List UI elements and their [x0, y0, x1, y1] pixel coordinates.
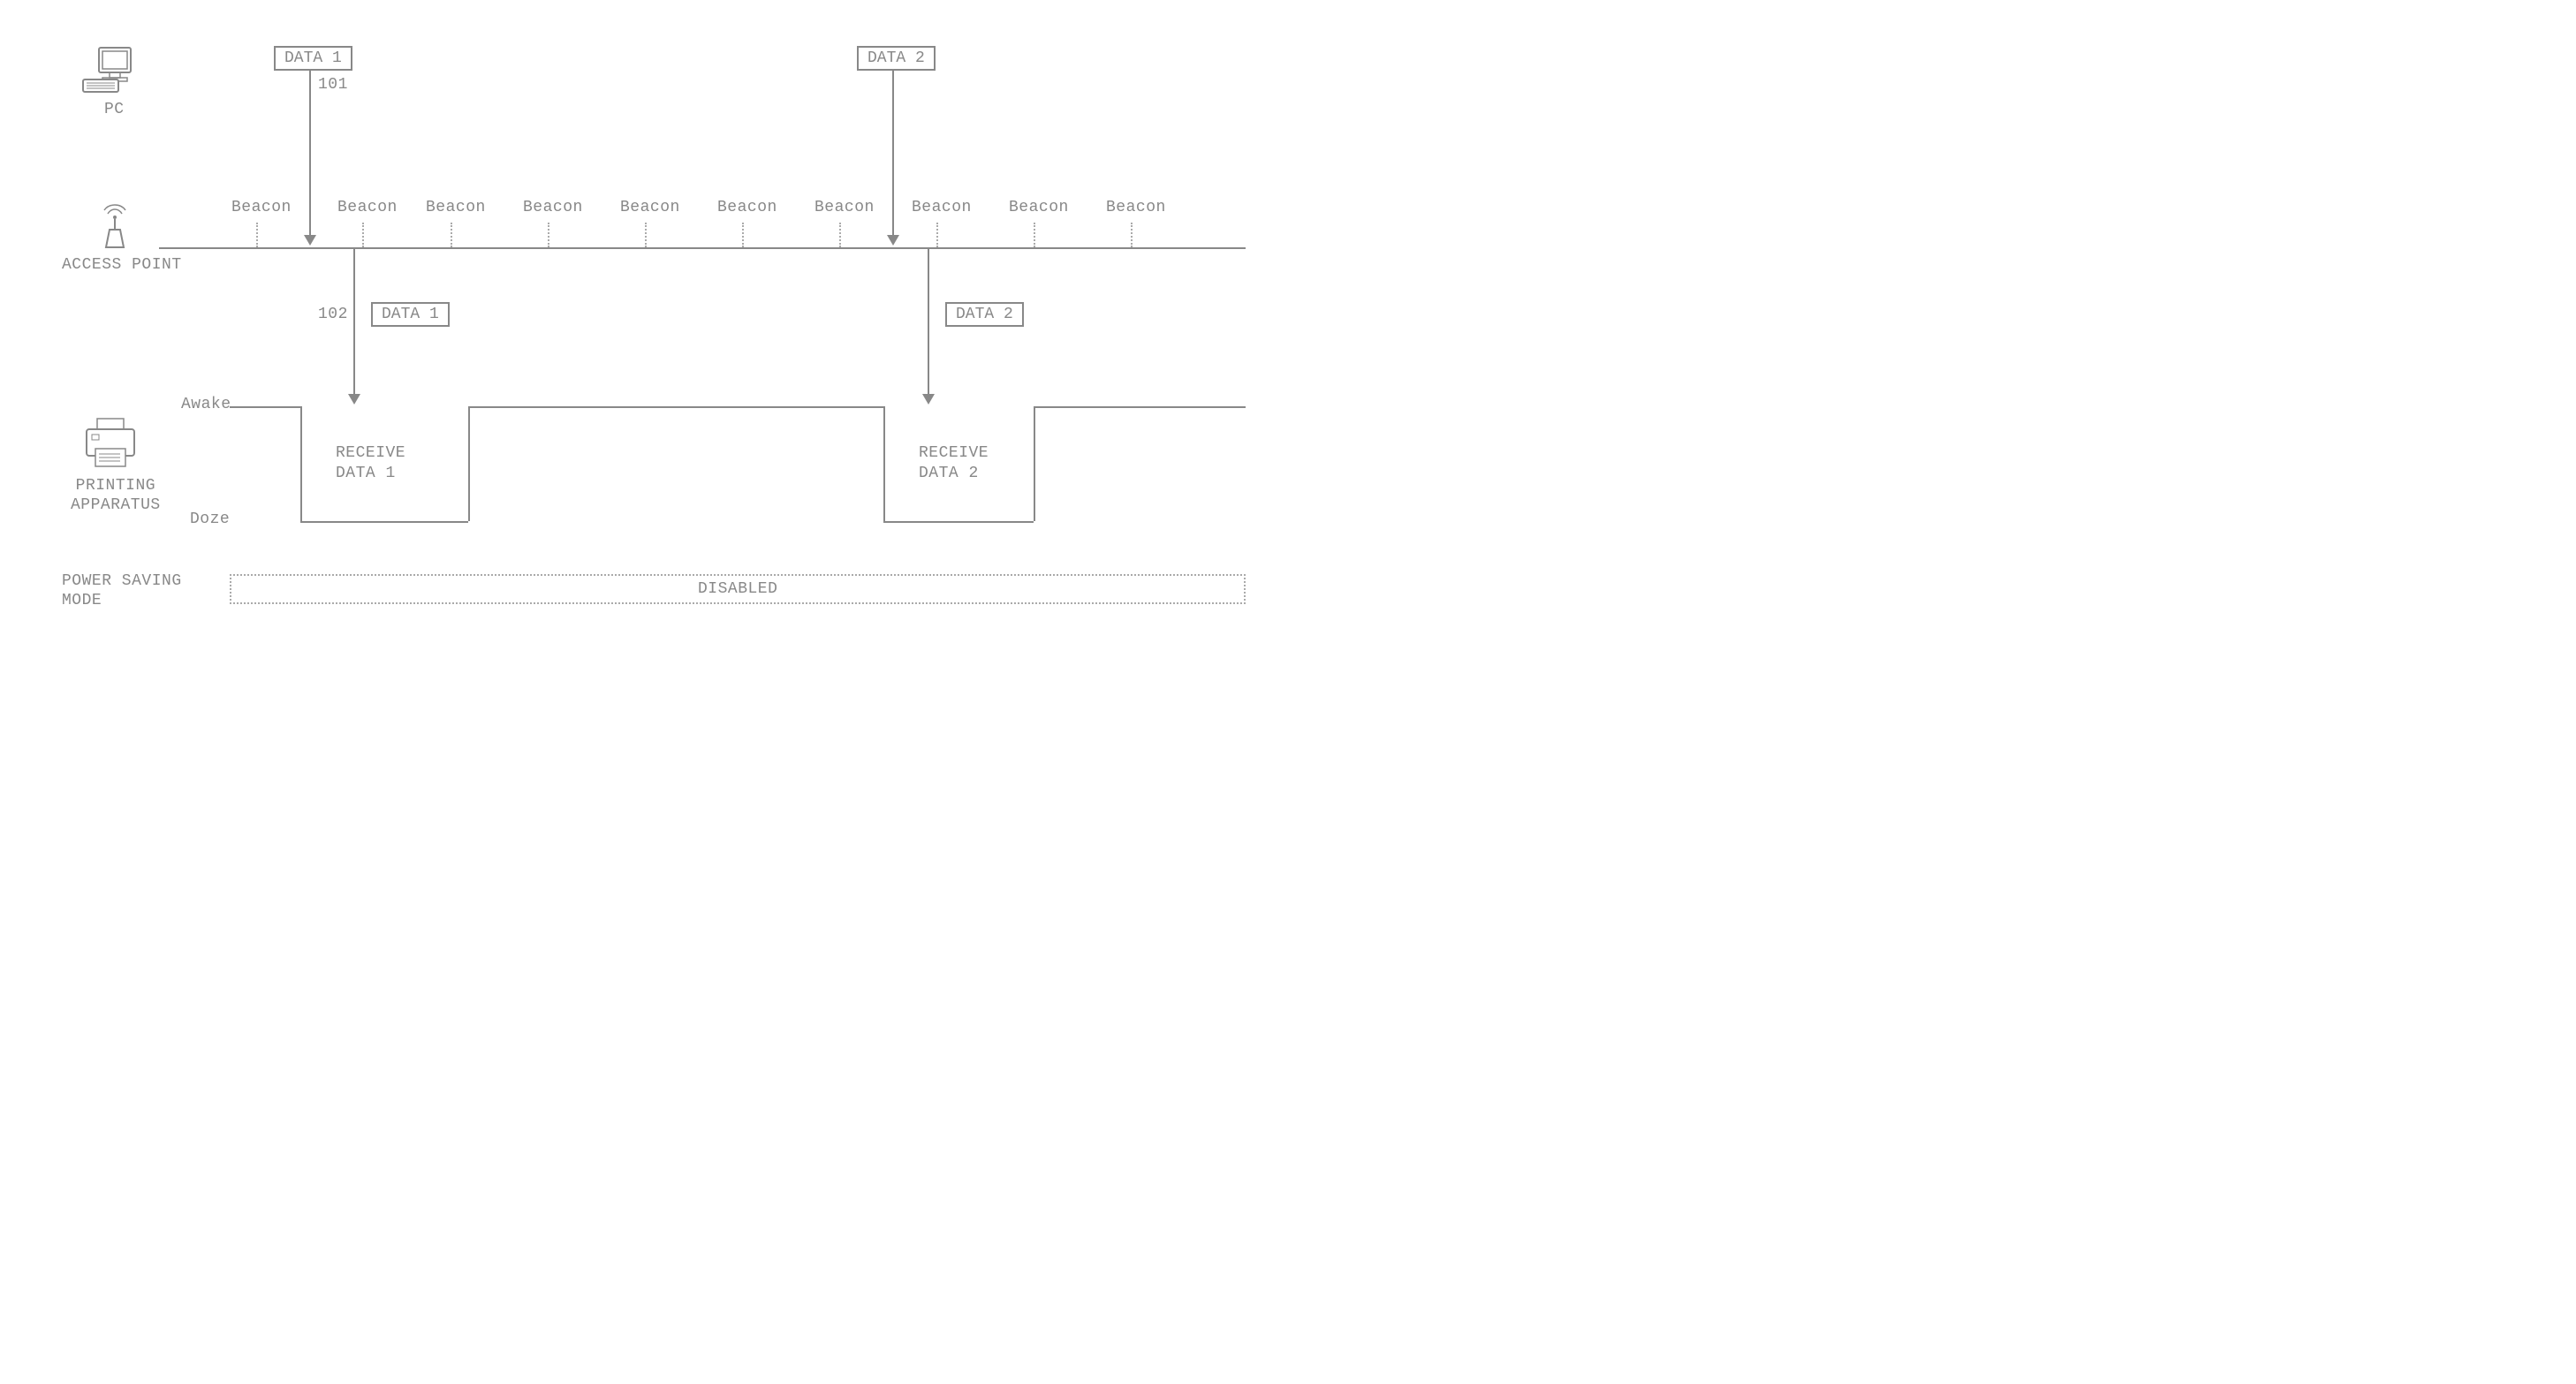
power-saving-mode-label: POWER SAVING MODE — [62, 572, 182, 610]
doze-seg-1 — [300, 521, 468, 523]
arrow-data2-pc-line — [892, 71, 894, 237]
beacon-label-2: Beacon — [426, 199, 486, 216]
ref-101: 101 — [318, 76, 348, 94]
beacon-tick-7 — [936, 223, 938, 247]
beacon-label-7: Beacon — [912, 199, 972, 216]
arrow-101-head — [304, 235, 316, 246]
arrow-data2-ap-line — [928, 249, 929, 396]
doze-label: Doze — [190, 510, 230, 528]
beacon-tick-6 — [839, 223, 841, 247]
beacon-label-6: Beacon — [814, 199, 875, 216]
rise-1b — [468, 406, 470, 521]
printer-icon — [80, 415, 141, 473]
arrow-data2-ap-head — [922, 394, 935, 405]
beacon-label-8: Beacon — [1009, 199, 1069, 216]
receive-data1-label: RECEIVE DATA 1 — [336, 443, 405, 483]
access-point-label: ACCESS POINT — [62, 256, 182, 274]
beacon-tick-2 — [451, 223, 452, 247]
awake-label: Awake — [181, 396, 231, 413]
arrow-102-head — [348, 394, 360, 405]
beacon-label-9: Beacon — [1106, 199, 1166, 216]
ref-102: 102 — [318, 306, 348, 323]
receive-data2-label: RECEIVE DATA 2 — [919, 443, 989, 483]
awake-seg-2 — [468, 406, 883, 408]
beacon-tick-9 — [1131, 223, 1133, 247]
beacon-tick-0 — [256, 223, 258, 247]
beacon-label-1: Beacon — [337, 199, 398, 216]
drop-2a — [883, 406, 885, 521]
beacon-tick-5 — [742, 223, 744, 247]
data1-box-top: DATA 1 — [274, 46, 352, 71]
psm-value: DISABLED — [698, 580, 777, 598]
beacon-label-5: Beacon — [717, 199, 777, 216]
timing-diagram: PC ACCESS POINT PRINTING APPARATUS POWER… — [27, 26, 1263, 662]
rise-2b — [1034, 406, 1035, 521]
beacon-label-0: Beacon — [231, 199, 292, 216]
beacon-tick-3 — [548, 223, 549, 247]
awake-seg-3 — [1034, 406, 1246, 408]
data2-box-top: DATA 2 — [857, 46, 936, 71]
beacon-tick-4 — [645, 223, 647, 247]
awake-seg-1 — [230, 406, 300, 408]
pc-icon — [80, 44, 141, 97]
arrow-101-line — [309, 71, 311, 237]
ap-timeline — [159, 247, 1246, 249]
printing-apparatus-label: PRINTING APPARATUS — [71, 477, 161, 515]
beacon-tick-8 — [1034, 223, 1035, 247]
beacon-label-3: Beacon — [523, 199, 583, 216]
beacon-tick-1 — [362, 223, 364, 247]
access-point-icon — [97, 203, 133, 252]
arrow-data2-pc-head — [887, 235, 899, 246]
data2-box-mid: DATA 2 — [945, 302, 1024, 327]
data1-box-mid: DATA 1 — [371, 302, 450, 327]
doze-seg-2 — [883, 521, 1034, 523]
pc-label: PC — [104, 101, 125, 118]
drop-1a — [300, 406, 302, 521]
beacon-label-4: Beacon — [620, 199, 680, 216]
arrow-102-line — [353, 249, 355, 396]
